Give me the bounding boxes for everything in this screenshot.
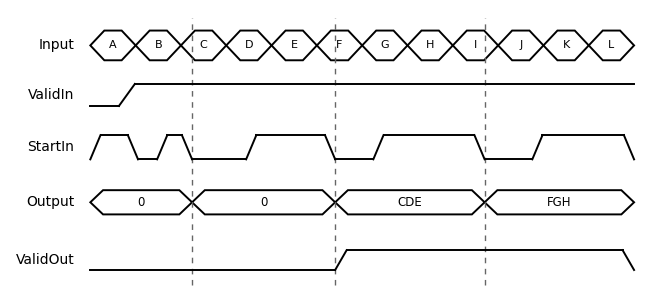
Text: CDE: CDE — [397, 196, 422, 209]
Text: Input: Input — [39, 38, 74, 52]
Polygon shape — [226, 31, 272, 60]
Text: A: A — [109, 40, 117, 50]
Text: L: L — [608, 40, 615, 50]
Text: Output: Output — [26, 195, 74, 209]
Polygon shape — [335, 190, 484, 214]
Polygon shape — [181, 31, 226, 60]
Polygon shape — [135, 31, 181, 60]
Text: G: G — [381, 40, 389, 50]
Text: ValidOut: ValidOut — [15, 253, 74, 267]
Text: D: D — [244, 40, 253, 50]
Polygon shape — [90, 31, 135, 60]
Text: E: E — [291, 40, 298, 50]
Text: StartIn: StartIn — [28, 140, 74, 154]
Polygon shape — [453, 31, 498, 60]
Polygon shape — [192, 190, 335, 214]
Text: H: H — [426, 40, 434, 50]
Polygon shape — [484, 190, 634, 214]
Text: K: K — [562, 40, 570, 50]
Polygon shape — [272, 31, 317, 60]
Text: 0: 0 — [260, 196, 267, 209]
Text: I: I — [474, 40, 477, 50]
Text: C: C — [200, 40, 208, 50]
Text: FGH: FGH — [547, 196, 571, 209]
Text: F: F — [336, 40, 342, 50]
Text: J: J — [519, 40, 522, 50]
Polygon shape — [498, 31, 544, 60]
Polygon shape — [362, 31, 408, 60]
Polygon shape — [589, 31, 634, 60]
Text: B: B — [155, 40, 162, 50]
Polygon shape — [544, 31, 589, 60]
Text: ValidIn: ValidIn — [28, 88, 74, 102]
Polygon shape — [90, 190, 192, 214]
Polygon shape — [408, 31, 453, 60]
Text: 0: 0 — [137, 196, 145, 209]
Polygon shape — [317, 31, 362, 60]
